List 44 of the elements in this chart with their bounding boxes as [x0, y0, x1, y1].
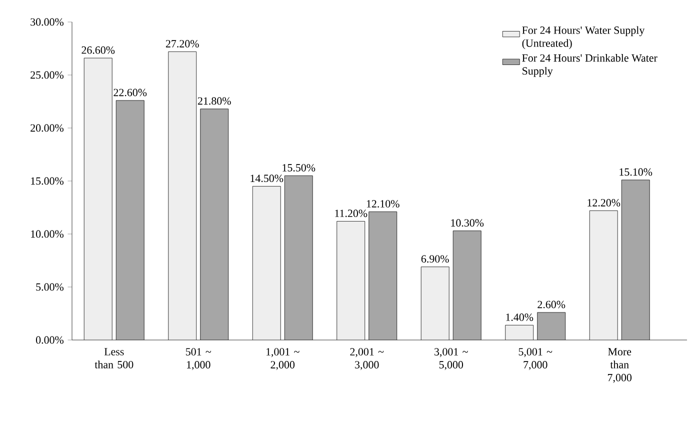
bar — [453, 230, 482, 340]
bar — [421, 266, 450, 340]
data-label: 26.60% — [82, 46, 115, 54]
data-label: 2.60% — [538, 300, 566, 308]
bar — [505, 325, 534, 340]
data-label: 6.90% — [421, 255, 449, 263]
y-tick-label: 30.00% — [30, 18, 64, 26]
bar — [116, 100, 144, 340]
data-label: 27.20% — [166, 40, 199, 48]
x-tick-label: 501 ~ 1,000 — [186, 348, 212, 370]
x-tick-label: 5,001 ~ 7,000 — [518, 348, 552, 370]
y-tick-label: 25.00% — [30, 71, 64, 79]
y-tick-label: 5.00% — [36, 283, 64, 291]
legend-label: For 24 Hours' Drinkable Water Supply — [522, 54, 658, 77]
x-tick-label: More than 7,000 — [608, 348, 632, 383]
bar — [537, 312, 566, 340]
bar — [200, 108, 228, 340]
data-label: 10.30% — [451, 219, 484, 227]
y-tick-label: 15.00% — [31, 177, 64, 185]
bar — [84, 58, 112, 340]
bar — [368, 212, 397, 340]
bar — [336, 221, 365, 340]
y-tick-label: 20.00% — [30, 124, 64, 132]
data-label: 12.10% — [366, 200, 400, 208]
data-label: 11.20% — [335, 210, 368, 218]
legend-label: For 24 Hours' Water Supply (Untreated) — [522, 26, 645, 50]
bar — [589, 210, 618, 340]
x-tick-label: 3,001 ~ 5,000 — [434, 348, 468, 370]
bar — [252, 186, 281, 340]
data-label: 22.60% — [114, 88, 147, 96]
bar — [621, 180, 650, 340]
x-tick-label: 1,001 ~ 2,000 — [266, 348, 300, 370]
data-label: 14.50% — [250, 174, 284, 182]
data-label: 12.20% — [588, 199, 620, 206]
data-label: 15.10% — [620, 168, 652, 176]
y-tick-label: 10.00% — [31, 230, 64, 238]
data-label: 1.40% — [506, 314, 534, 321]
x-tick-label: 2,001 ~ 3,000 — [350, 348, 384, 370]
data-label: 21.80% — [198, 97, 231, 105]
x-tick-label: Less than 500 — [94, 348, 134, 368]
bar — [168, 52, 196, 340]
data-label: 15.50% — [282, 164, 316, 172]
bar — [284, 176, 313, 340]
y-tick-label: 0.00% — [36, 336, 64, 344]
